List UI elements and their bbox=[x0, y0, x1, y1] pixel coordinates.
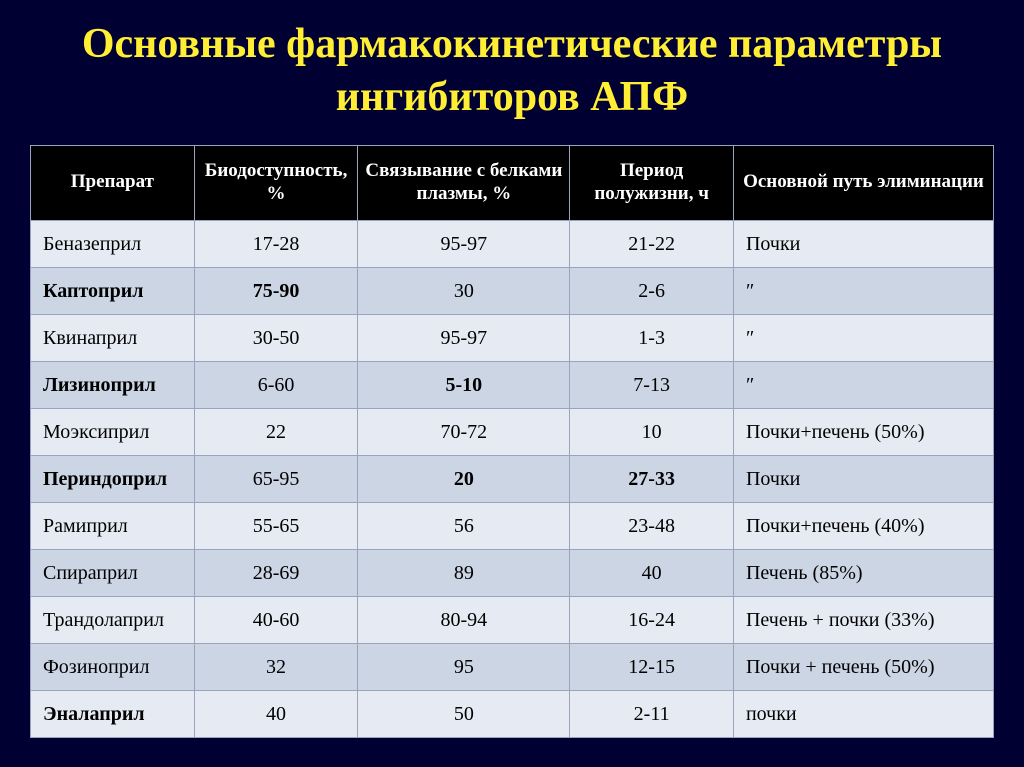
cell-half: 16-24 bbox=[570, 596, 734, 643]
cell-half: 12-15 bbox=[570, 643, 734, 690]
cell-drug: Лизиноприл bbox=[31, 361, 195, 408]
page-title: Основные фармакокинетические параметры и… bbox=[30, 18, 994, 123]
cell-bind: 50 bbox=[358, 690, 570, 737]
cell-bio: 28-69 bbox=[194, 549, 358, 596]
cell-bind: 20 bbox=[358, 455, 570, 502]
cell-drug: Периндоприл bbox=[31, 455, 195, 502]
cell-elim: почки bbox=[733, 690, 993, 737]
cell-half: 23-48 bbox=[570, 502, 734, 549]
cell-elim: Печень + почки (33%) bbox=[733, 596, 993, 643]
cell-half: 1-3 bbox=[570, 314, 734, 361]
table-header-drug: Препарат bbox=[31, 146, 195, 221]
table-header-elim: Основной путь элиминации bbox=[733, 146, 993, 221]
slide: Основные фармакокинетические параметры и… bbox=[0, 0, 1024, 767]
cell-bio: 55-65 bbox=[194, 502, 358, 549]
cell-elim: Печень (85%) bbox=[733, 549, 993, 596]
cell-bind: 95 bbox=[358, 643, 570, 690]
table-row: Трандолаприл40-6080-9416-24Печень + почк… bbox=[31, 596, 994, 643]
cell-half: 2-11 bbox=[570, 690, 734, 737]
cell-bio: 32 bbox=[194, 643, 358, 690]
cell-bio: 6-60 bbox=[194, 361, 358, 408]
table-header-half: Период полужизни, ч bbox=[570, 146, 734, 221]
cell-bind: 56 bbox=[358, 502, 570, 549]
table-row: Периндоприл65-952027-33Почки bbox=[31, 455, 994, 502]
cell-bind: 30 bbox=[358, 267, 570, 314]
cell-drug: Спираприл bbox=[31, 549, 195, 596]
cell-elim: Почки bbox=[733, 220, 993, 267]
table-row: Моэксиприл2270-7210Почки+печень (50%) bbox=[31, 408, 994, 455]
cell-elim: ″ bbox=[733, 361, 993, 408]
cell-bio: 65-95 bbox=[194, 455, 358, 502]
table-row: Спираприл28-698940Печень (85%) bbox=[31, 549, 994, 596]
cell-drug: Фозиноприл bbox=[31, 643, 195, 690]
cell-elim: Почки+печень (50%) bbox=[733, 408, 993, 455]
cell-drug: Рамиприл bbox=[31, 502, 195, 549]
cell-drug: Эналаприл bbox=[31, 690, 195, 737]
cell-half: 2-6 bbox=[570, 267, 734, 314]
cell-drug: Каптоприл bbox=[31, 267, 195, 314]
cell-bind: 70-72 bbox=[358, 408, 570, 455]
table-row: Фозиноприл329512-15Почки + печень (50%) bbox=[31, 643, 994, 690]
table-row: Эналаприл40502-11почки bbox=[31, 690, 994, 737]
cell-elim: ″ bbox=[733, 314, 993, 361]
table-row: Рамиприл55-655623-48Почки+печень (40%) bbox=[31, 502, 994, 549]
table-body: Беназеприл17-2895-9721-22ПочкиКаптоприл7… bbox=[31, 220, 994, 737]
cell-elim: ″ bbox=[733, 267, 993, 314]
cell-bind: 80-94 bbox=[358, 596, 570, 643]
cell-bio: 75-90 bbox=[194, 267, 358, 314]
cell-elim: Почки + печень (50%) bbox=[733, 643, 993, 690]
cell-elim: Почки+печень (40%) bbox=[733, 502, 993, 549]
table-header-bio: Биодоступность, % bbox=[194, 146, 358, 221]
table-header-bind: Связывание с белками плазмы, % bbox=[358, 146, 570, 221]
cell-drug: Моэксиприл bbox=[31, 408, 195, 455]
cell-drug: Беназеприл bbox=[31, 220, 195, 267]
cell-half: 10 bbox=[570, 408, 734, 455]
table-row: Беназеприл17-2895-9721-22Почки bbox=[31, 220, 994, 267]
cell-drug: Трандолаприл bbox=[31, 596, 195, 643]
cell-bind: 95-97 bbox=[358, 220, 570, 267]
table-row: Квинаприл30-5095-971-3″ bbox=[31, 314, 994, 361]
cell-bio: 30-50 bbox=[194, 314, 358, 361]
table-row: Каптоприл75-90302-6″ bbox=[31, 267, 994, 314]
cell-bio: 22 bbox=[194, 408, 358, 455]
cell-bio: 40 bbox=[194, 690, 358, 737]
cell-half: 7-13 bbox=[570, 361, 734, 408]
cell-bind: 95-97 bbox=[358, 314, 570, 361]
cell-bio: 17-28 bbox=[194, 220, 358, 267]
cell-bind: 89 bbox=[358, 549, 570, 596]
table-header-row: ПрепаратБиодоступность, %Связывание с бе… bbox=[31, 146, 994, 221]
cell-drug: Квинаприл bbox=[31, 314, 195, 361]
pk-table: ПрепаратБиодоступность, %Связывание с бе… bbox=[30, 145, 994, 738]
cell-bio: 40-60 bbox=[194, 596, 358, 643]
cell-half: 40 bbox=[570, 549, 734, 596]
table-row: Лизиноприл6-605-107-13″ bbox=[31, 361, 994, 408]
cell-half: 27-33 bbox=[570, 455, 734, 502]
cell-bind: 5-10 bbox=[358, 361, 570, 408]
cell-elim: Почки bbox=[733, 455, 993, 502]
cell-half: 21-22 bbox=[570, 220, 734, 267]
